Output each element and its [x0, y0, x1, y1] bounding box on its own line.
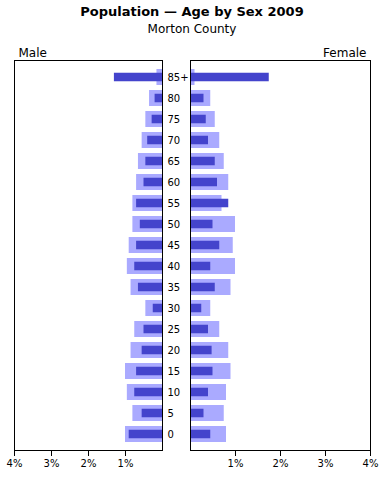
- svg-text:25: 25: [168, 324, 181, 335]
- svg-text:80: 80: [168, 93, 181, 104]
- svg-text:55: 55: [168, 198, 181, 209]
- svg-text:10: 10: [168, 387, 181, 398]
- svg-text:Male: Male: [19, 46, 47, 60]
- svg-text:50: 50: [168, 219, 181, 230]
- svg-text:30: 30: [168, 303, 181, 314]
- svg-text:85+: 85+: [168, 72, 189, 83]
- svg-text:35: 35: [168, 282, 181, 293]
- html-text:Population — Age by Sex 2009: Population — Age by Sex 2009: [80, 4, 304, 19]
- svg-text:45: 45: [168, 240, 181, 251]
- svg-text:1%: 1%: [228, 458, 244, 469]
- svg-text:15: 15: [168, 366, 181, 377]
- svg-text:0: 0: [168, 429, 174, 440]
- html-text:Morton County: Morton County: [147, 22, 237, 36]
- svg-text:20: 20: [168, 345, 181, 356]
- svg-text:Female: Female: [323, 46, 366, 60]
- svg-text:1%: 1%: [118, 458, 134, 469]
- svg-text:3%: 3%: [44, 458, 60, 469]
- svg-text:65: 65: [168, 156, 181, 167]
- svg-text:4%: 4%: [7, 458, 23, 469]
- svg-text:2%: 2%: [81, 458, 97, 469]
- svg-text:2%: 2%: [273, 458, 289, 469]
- svg-text:70: 70: [168, 135, 181, 146]
- svg-text:5: 5: [168, 408, 174, 419]
- svg-text:3%: 3%: [318, 458, 334, 469]
- svg-text:40: 40: [168, 261, 181, 272]
- svg-text:60: 60: [168, 177, 181, 188]
- svg-text:75: 75: [168, 114, 181, 125]
- svg-text:4%: 4%: [363, 458, 379, 469]
